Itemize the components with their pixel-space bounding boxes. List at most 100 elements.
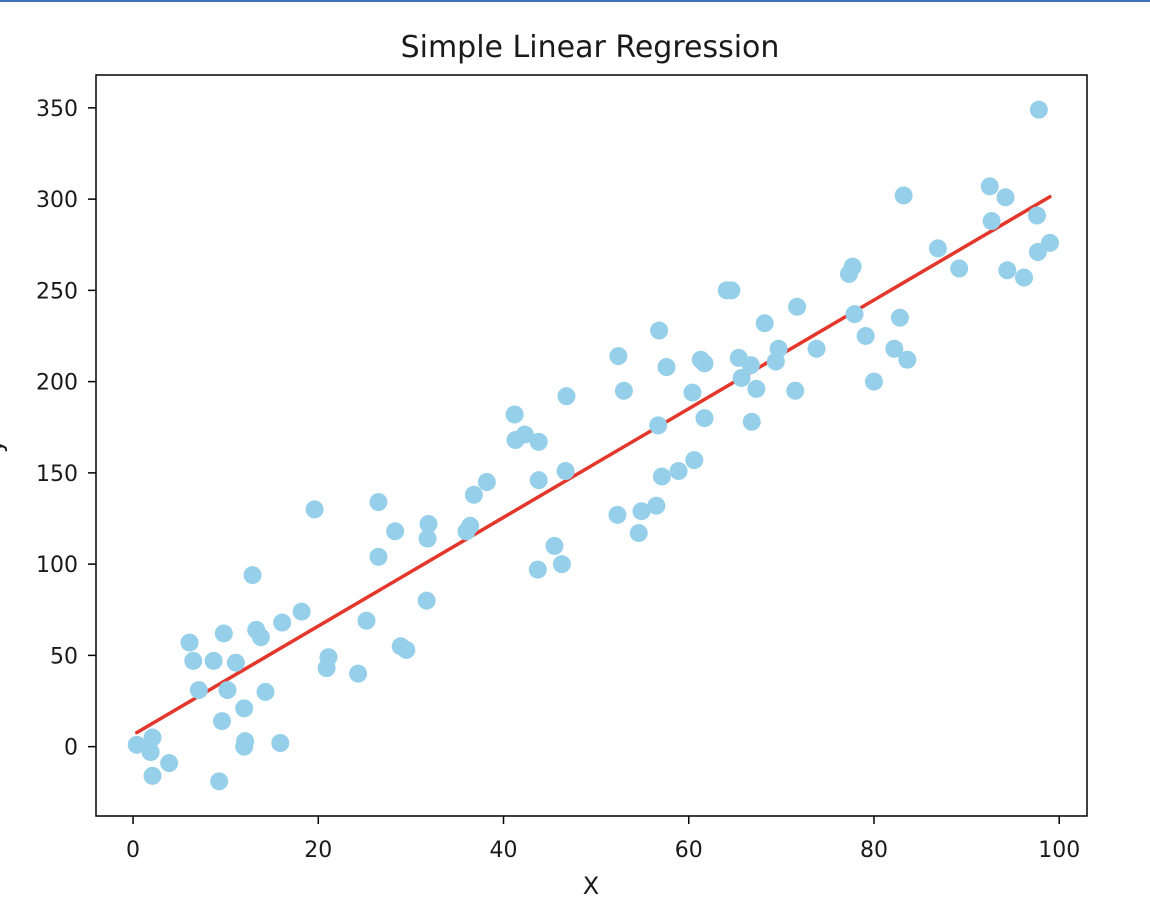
scatter-point [529,471,548,490]
x-axis-title: X [583,872,599,900]
scatter-point [528,560,547,579]
y-tick-label: 250 [36,279,78,304]
scatter-point [982,212,1001,231]
scatter-point [160,754,179,773]
scatter-point [305,500,324,519]
scatter-point [143,728,162,747]
scatter-point [529,432,548,451]
scatter-point [722,281,741,300]
scatter-point [515,425,534,444]
scatter-point [218,681,237,700]
scatter-point [545,536,564,555]
x-tick-label: 40 [490,838,518,863]
scatter-point [184,651,203,670]
scatter-point [235,699,254,718]
scatter-point [657,358,676,377]
scatter-point [632,502,651,521]
scatter-point [143,766,162,785]
y-axis-title: y [0,439,8,453]
scatter-point [180,633,199,652]
scatter-point [894,186,913,205]
scatter-point [189,681,208,700]
scatter-point [251,628,270,647]
scatter-point [214,624,233,643]
scatter-point [212,712,231,731]
y-tick-label: 150 [36,462,78,487]
regression-line [135,194,1052,735]
scatter-point [1040,233,1059,252]
scatter-point [629,524,648,543]
scatter-point [685,451,704,470]
scatter-point [419,514,438,533]
y-tick-label: 50 [50,644,78,669]
scatter-point [271,734,290,752]
scatter-points-layer [127,100,1059,791]
scatter-point [649,416,668,435]
x-tick-label: 100 [1038,838,1080,863]
scatter-point [742,412,761,431]
scatter-point [369,493,388,512]
x-tick-label: 20 [304,838,332,863]
scatter-point [856,326,875,345]
scatter-point [357,611,376,630]
scatter-point [204,651,223,670]
scatter-point [505,405,524,424]
scatter-point [141,743,160,762]
plot-frame [95,74,1088,817]
scatter-point [226,653,245,672]
scatter-point [864,372,883,391]
scatter-point [608,505,627,524]
scatter-point [386,522,405,541]
scatter-point [1015,268,1034,287]
scatter-point [695,409,714,428]
scatter-point [769,339,788,358]
x-tick-label: 0 [126,838,140,863]
scatter-point [614,381,633,400]
scatter-point [786,381,805,400]
scatter-point [998,261,1017,280]
scatter-point [845,305,864,324]
scatter-point [292,602,311,621]
scatter-point [557,387,576,406]
y-tick-label: 350 [36,97,78,122]
scatter-point [397,640,416,659]
scatter-point [885,339,904,358]
scatter-point [843,257,862,276]
scatter-point [650,321,669,340]
scatter-point [417,591,436,610]
scatter-point [1029,100,1048,119]
x-tick-label: 60 [675,838,703,863]
scatter-point [609,347,628,366]
y-tick-label: 300 [36,188,78,213]
scatter-point [418,529,437,548]
scatter-point [464,485,483,504]
scatter-point [996,188,1015,207]
scatter-point [210,772,229,791]
scatter-point [369,547,388,566]
scatter-point [980,177,999,196]
scatter-point [683,383,702,402]
scatter-point [695,354,714,373]
scatter-point [556,462,575,481]
scatter-point [755,314,774,333]
x-tick-label: 80 [860,838,888,863]
scatter-point [652,467,671,486]
scatter-point [898,350,917,369]
scatter-point [127,735,146,754]
scatter-point [950,259,969,278]
y-tick-label: 100 [36,553,78,578]
y-tick-label: 0 [64,736,78,761]
scatter-point [273,613,292,632]
scatter-point [788,297,807,316]
scatter-point [669,462,688,481]
scatter-point [807,339,826,358]
scatter-point [349,664,368,683]
scatter-point [928,239,947,258]
scatter-point [243,566,262,585]
scatter-point [747,379,766,398]
scatter-point [890,308,909,327]
scatter-point [461,516,480,535]
scatter-point [741,356,760,375]
scatter-point [1027,206,1046,225]
